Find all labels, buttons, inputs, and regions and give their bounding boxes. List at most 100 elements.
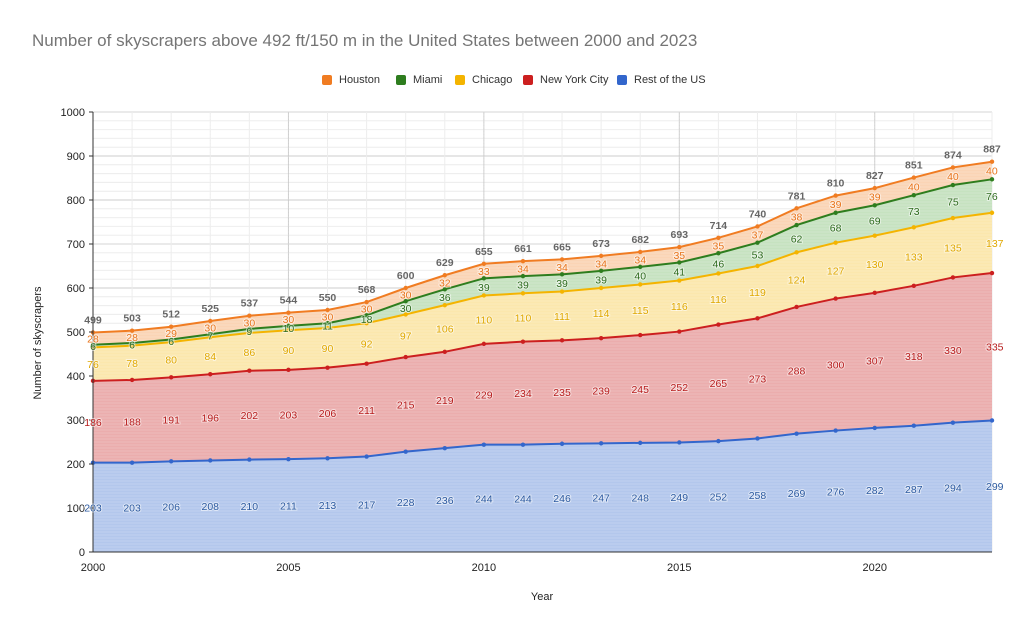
point-rest-of-the-us bbox=[794, 431, 799, 436]
data-label-chicago: 76 bbox=[87, 359, 99, 371]
data-label-miami: 69 bbox=[869, 215, 881, 227]
data-label-chicago: 106 bbox=[436, 323, 454, 335]
data-label-miami: 39 bbox=[478, 282, 490, 294]
total-labels: 499 503 512 525 537 544 550 568 600 629 655 661 665 6… bbox=[84, 144, 1001, 327]
point-chicago bbox=[950, 215, 956, 221]
data-label-rest-of-the-us: 248 bbox=[631, 492, 649, 504]
point-houston bbox=[168, 324, 174, 329]
y-tick-label: 100 bbox=[67, 503, 85, 515]
total-label: 810 bbox=[827, 178, 845, 190]
total-label: 525 bbox=[201, 303, 219, 315]
point-chicago bbox=[755, 263, 760, 269]
data-label-chicago: 130 bbox=[866, 259, 884, 271]
data-label-rest-of-the-us: 247 bbox=[592, 493, 610, 505]
data-label-new-york-city: 203 bbox=[280, 410, 298, 422]
total-label: 537 bbox=[241, 298, 259, 310]
point-chicago bbox=[442, 302, 447, 308]
point-miami bbox=[598, 268, 604, 274]
point-new-york-city bbox=[208, 372, 213, 377]
data-label-miami: 9 bbox=[246, 326, 252, 338]
point-houston bbox=[677, 244, 682, 250]
point-miami bbox=[716, 251, 721, 256]
data-label-chicago: 116 bbox=[710, 294, 727, 306]
data-label-new-york-city: 252 bbox=[671, 382, 689, 394]
data-label-houston: 30 bbox=[204, 323, 216, 335]
point-miami bbox=[364, 313, 369, 318]
y-tick-label: 1000 bbox=[61, 107, 85, 119]
data-label-houston: 33 bbox=[478, 266, 490, 278]
total-label: 673 bbox=[592, 238, 610, 250]
point-houston bbox=[598, 253, 604, 259]
point-rest-of-the-us bbox=[364, 454, 369, 459]
point-houston bbox=[559, 257, 565, 262]
point-miami bbox=[833, 210, 838, 215]
data-label-houston: 30 bbox=[322, 312, 334, 324]
legend-label-new-york-city: New York City bbox=[540, 74, 609, 86]
data-label-miami: 41 bbox=[673, 267, 685, 279]
point-miami bbox=[911, 192, 917, 198]
data-label-houston: 34 bbox=[517, 264, 529, 276]
point-chicago bbox=[520, 291, 526, 296]
point-chicago bbox=[247, 330, 252, 336]
point-miami bbox=[638, 264, 643, 270]
point-miami bbox=[559, 272, 565, 277]
data-label-chicago: 135 bbox=[944, 243, 962, 255]
data-label-miami: 46 bbox=[713, 258, 725, 270]
data-label-houston: 34 bbox=[634, 254, 646, 266]
point-rest-of-the-us bbox=[208, 458, 213, 463]
total-label: 693 bbox=[671, 229, 689, 241]
data-label-new-york-city: 215 bbox=[397, 399, 415, 411]
data-label-chicago: 114 bbox=[593, 308, 610, 320]
data-label-miami: 10 bbox=[283, 323, 295, 335]
data-label-rest-of-the-us: 213 bbox=[319, 500, 337, 512]
data-label-chicago: 97 bbox=[400, 331, 412, 343]
data-label-rest-of-the-us: 269 bbox=[788, 488, 806, 500]
data-label-rest-of-the-us: 244 bbox=[475, 493, 493, 505]
series-lines bbox=[92, 160, 993, 464]
point-new-york-city bbox=[950, 275, 956, 280]
point-new-york-city bbox=[794, 304, 799, 310]
point-houston bbox=[716, 235, 721, 241]
legend-item-chicago[interactable]: Chicago bbox=[455, 72, 512, 88]
legend-item-rest-of-us[interactable]: Rest of the US bbox=[617, 72, 706, 88]
point-miami bbox=[403, 299, 408, 304]
total-label: 874 bbox=[944, 149, 962, 161]
data-label-new-york-city: 219 bbox=[436, 395, 454, 407]
legend-item-houston[interactable]: Houston bbox=[322, 72, 380, 88]
point-new-york-city bbox=[911, 283, 917, 288]
data-label-rest-of-the-us: 244 bbox=[514, 493, 532, 505]
point-rest-of-the-us bbox=[442, 445, 447, 451]
x-tick-label: 2005 bbox=[276, 562, 300, 574]
data-label-rest-of-the-us: 210 bbox=[241, 501, 259, 513]
point-miami bbox=[794, 222, 799, 228]
point-miami bbox=[168, 337, 174, 342]
data-label-rest-of-the-us: 249 bbox=[671, 492, 689, 504]
data-label-rest-of-the-us: 246 bbox=[553, 493, 571, 505]
series-areas bbox=[93, 111, 992, 552]
data-label-rest-of-the-us: 252 bbox=[710, 492, 728, 504]
legend-swatch-rest-of-us bbox=[617, 75, 627, 85]
point-houston bbox=[520, 258, 526, 264]
area-new-york-city bbox=[93, 273, 992, 463]
area-houston bbox=[93, 161, 992, 345]
data-label-houston: 28 bbox=[87, 334, 99, 346]
point-houston bbox=[286, 310, 291, 315]
data-label-miami: 6 bbox=[168, 336, 174, 348]
legend-item-miami[interactable]: Miami bbox=[396, 72, 442, 88]
point-rest-of-the-us bbox=[129, 460, 135, 465]
legend-item-new-york-city[interactable]: New York City bbox=[523, 72, 608, 88]
point-new-york-city bbox=[833, 296, 838, 301]
total-label: 629 bbox=[436, 257, 454, 269]
data-label-miami: 6 bbox=[90, 341, 96, 353]
legend-swatch-new-york-city bbox=[523, 75, 533, 85]
data-label-new-york-city: 196 bbox=[201, 412, 219, 424]
data-label-miami: 11 bbox=[322, 321, 333, 333]
point-new-york-city bbox=[520, 339, 526, 344]
point-new-york-city bbox=[247, 368, 252, 373]
data-label-miami: 68 bbox=[830, 223, 842, 235]
data-label-chicago: 86 bbox=[244, 347, 256, 359]
point-chicago bbox=[481, 293, 487, 298]
data-label-chicago: 80 bbox=[165, 355, 177, 367]
data-label-miami: 39 bbox=[556, 278, 568, 290]
legend-label-miami: Miami bbox=[413, 74, 443, 86]
